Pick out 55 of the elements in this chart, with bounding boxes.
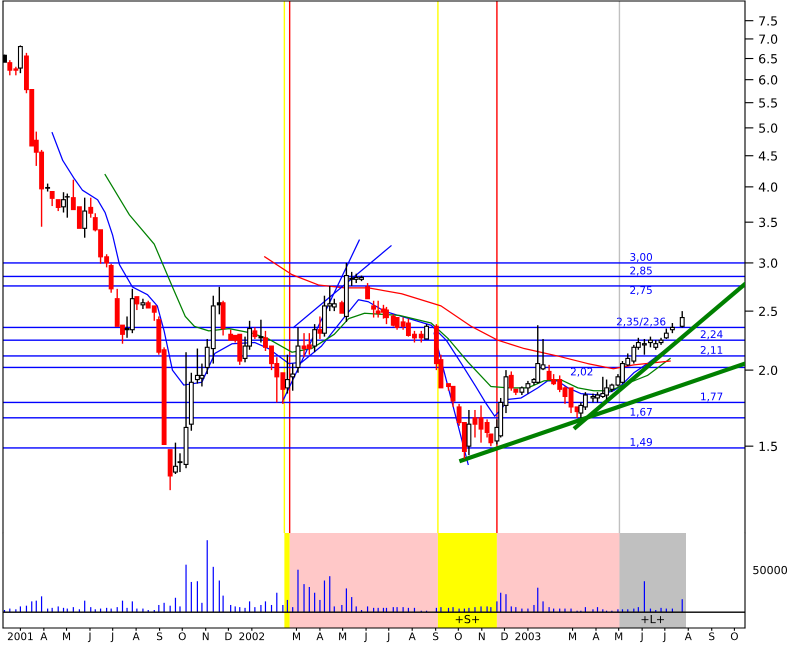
y-tick-label: 6.5 — [759, 54, 777, 64]
x-tick-label: J — [386, 632, 390, 642]
x-tick-label: O — [454, 632, 462, 640]
x-tick-label: S — [709, 632, 714, 640]
x-tick-label: J — [640, 632, 643, 642]
y-tick-label: 3.0 — [759, 258, 778, 268]
x-tick-label: O — [730, 632, 738, 640]
x-tick-label: N — [202, 632, 209, 640]
x-tick-label: O — [178, 632, 186, 640]
x-tick-label: A — [684, 632, 692, 640]
ref-line-label: 2,11 — [700, 346, 722, 355]
ref-line-label: 1,49 — [630, 438, 652, 447]
text: 50000 — [753, 566, 788, 574]
x-tick-label: D — [225, 632, 232, 640]
ref-line-label: 2,02 — [570, 368, 592, 377]
y-tick-label: 2.0 — [759, 366, 778, 376]
y-tick-label: 6.0 — [759, 75, 778, 85]
ref-line-label: 2,85 — [630, 266, 652, 276]
x-tick-label: M — [339, 632, 346, 640]
x-tick-label: J — [662, 632, 666, 642]
x-tick-label: M — [293, 632, 300, 640]
x-tick-label: J — [110, 632, 114, 642]
ref-line-label: 1,77 — [701, 392, 722, 402]
ref-line-label: 1,67 — [630, 408, 652, 417]
y-tick-label: 5.5 — [759, 98, 777, 108]
x-tick-label: A — [408, 632, 416, 640]
x-tick-label: D — [501, 632, 508, 640]
y-tick-label: 4.5 — [758, 151, 777, 161]
x-tick-label: A — [316, 632, 324, 640]
y-tick-label: 5.0 — [759, 123, 778, 133]
x-tick-label: 2002 — [239, 632, 264, 640]
x-tick-label: A — [132, 632, 140, 640]
x-tick-label: J — [88, 632, 90, 642]
x-tick-label: 2001 — [8, 632, 33, 640]
y-tick-label: 1.5 — [760, 442, 777, 452]
y-tick-label: 4.0 — [758, 182, 778, 192]
y-tick-label: 7.0 — [759, 34, 778, 44]
ref-line-label: 3,00 — [630, 253, 652, 262]
x-tick-label: A — [592, 632, 600, 640]
ref-line-label: 2,24 — [700, 330, 723, 340]
y-tick-label: 3.5 — [759, 218, 777, 228]
x-tick-label: 2003 — [515, 632, 540, 640]
x-tick-label: M — [63, 632, 70, 640]
x-tick-label: S — [156, 632, 162, 640]
band-label: +L+ — [641, 615, 664, 624]
ref-line-label: 2,35/2,36 — [616, 318, 666, 327]
x-tick-label: S — [433, 632, 438, 640]
y-tick-label: 7.5 — [759, 16, 777, 26]
x-tick-label: N — [478, 632, 485, 640]
y-tick-label: 2.5 — [759, 306, 777, 316]
x-tick-label: M — [569, 632, 576, 640]
x-tick-label: M — [615, 632, 622, 640]
band-label: +S+ — [456, 614, 480, 624]
x-tick-label: A — [40, 632, 48, 640]
x-tick-label: J — [364, 632, 367, 642]
